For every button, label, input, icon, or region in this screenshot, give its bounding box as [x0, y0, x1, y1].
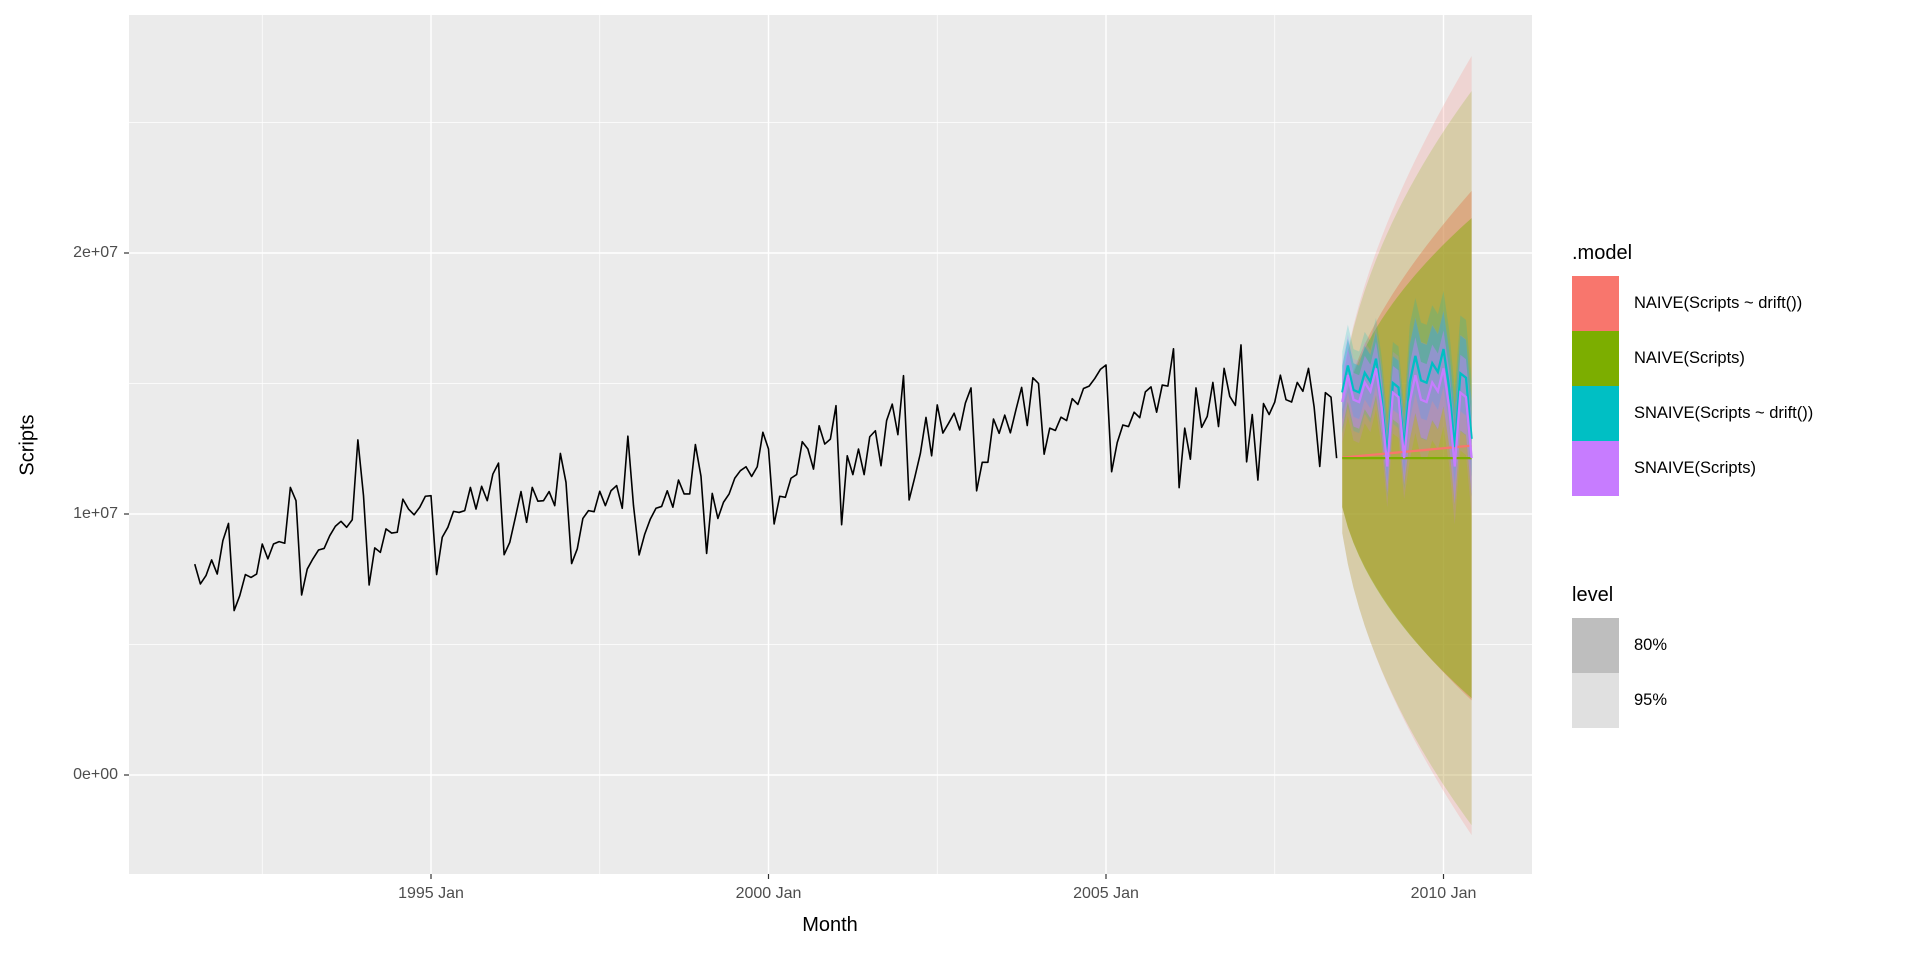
- gridlines: [129, 15, 1532, 906]
- legend-item: SNAIVE(Scripts): [1572, 441, 1813, 496]
- plot-panel: [129, 15, 1532, 874]
- legend-swatch: [1572, 673, 1619, 728]
- legend-swatch: [1572, 331, 1619, 386]
- legend-item: 95%: [1572, 673, 1667, 728]
- legend-swatch: [1572, 386, 1619, 441]
- legend-label: NAIVE(Scripts): [1634, 349, 1745, 367]
- interval-band-95-naive_drift: [1342, 56, 1472, 836]
- series-lines: [193, 344, 1473, 612]
- legend-swatch: [1572, 441, 1619, 496]
- y-axis-title: Scripts: [16, 414, 39, 476]
- legend-item: SNAIVE(Scripts ~ drift()): [1572, 386, 1813, 441]
- axis-ticks: [124, 252, 1445, 879]
- interval-band-95-snaive_drift: [1342, 291, 1472, 506]
- x-tick-label: 2000 Jan: [735, 885, 802, 902]
- forecast-line-naive_drift: [1342, 444, 1472, 459]
- legend-level: level 80% 95%: [1572, 584, 1667, 728]
- legend-label: 80%: [1634, 636, 1668, 654]
- x-tick-label: 1995 Jan: [398, 885, 464, 902]
- legend-label: SNAIVE(Scripts ~ drift()): [1634, 404, 1814, 422]
- x-tick-label: 2010 Jan: [1410, 885, 1477, 902]
- legend-title-model: .model: [1572, 242, 1633, 264]
- y-tick-label: 0e+00: [73, 766, 118, 783]
- y-tick-label: 1e+07: [73, 505, 118, 522]
- interval-band-80-snaive_drift: [1342, 311, 1472, 486]
- legend-label: 95%: [1634, 691, 1668, 709]
- interval-band-80-naive_drift: [1342, 190, 1472, 701]
- legend-title-level: level: [1572, 584, 1614, 606]
- legend-label: SNAIVE(Scripts): [1634, 459, 1756, 477]
- x-axis-title-text: Month: [802, 914, 858, 936]
- legend-label: NAIVE(Scripts ~ drift()): [1634, 294, 1803, 312]
- legend-item: NAIVE(Scripts ~ drift()): [1572, 276, 1813, 331]
- legend-swatch: [1572, 618, 1619, 673]
- legend-item: 80%: [1572, 618, 1667, 673]
- y-tick-label: 2e+07: [73, 244, 118, 261]
- history-line: [193, 344, 1338, 612]
- legend-model: .model NAIVE(Scripts ~ drift()) NAIVE(Sc…: [1572, 242, 1813, 496]
- legend-swatch: [1572, 276, 1619, 331]
- forecast-line-snaive: [1341, 368, 1473, 467]
- forecast-line-snaive_drift: [1341, 348, 1473, 457]
- legend-item: NAIVE(Scripts): [1572, 331, 1813, 386]
- x-tick-label: 2005 Jan: [1073, 885, 1139, 902]
